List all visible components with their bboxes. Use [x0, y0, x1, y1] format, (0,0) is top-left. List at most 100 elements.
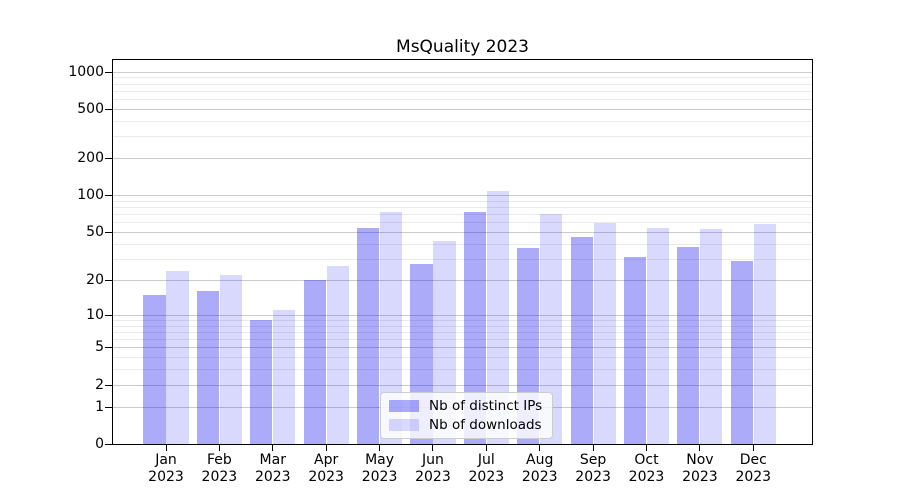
bar-downloads-sep: [593, 222, 616, 444]
x-tick-label-month: Dec: [739, 452, 767, 468]
legend: Nb of distinct IPs Nb of downloads: [380, 392, 554, 439]
y-tick-mark-20: [105, 279, 112, 281]
y-tick-mark-1000: [105, 71, 112, 73]
x-tick-mark-feb: [218, 445, 220, 451]
gridline-minor: [113, 83, 812, 85]
x-tick-label-jun: Jun 2023: [391, 452, 475, 486]
bar-distinct-ips-nov: [677, 246, 700, 444]
bar-distinct-ips-sep: [570, 236, 593, 444]
x-tick-label-month: Feb: [206, 452, 232, 468]
gridline-minor: [113, 222, 812, 224]
gridline-minor: [113, 339, 812, 341]
gridline-minor: [113, 325, 812, 327]
x-tick-label-feb: Feb 2023: [177, 452, 261, 486]
x-tick-mark-sep: [592, 445, 594, 451]
y-tick-label-500: 500: [77, 101, 104, 117]
x-tick-label-year: 2023: [201, 469, 238, 485]
x-tick-mark-nov: [699, 445, 701, 451]
x-tick-label-month: Nov: [686, 452, 714, 468]
x-tick-label-aug: Aug 2023: [498, 452, 582, 486]
x-tick-label-apr: Apr 2023: [284, 452, 368, 486]
bar-distinct-ips-dec: [730, 260, 753, 444]
y-tick-label-5: 5: [95, 339, 104, 356]
bar-downloads-jan: [166, 270, 189, 444]
x-tick-label-month: Jul: [477, 452, 495, 468]
x-tick-label-year: 2023: [468, 469, 505, 485]
y-tick-mark-1: [105, 406, 112, 408]
gridline-major-500: [113, 109, 812, 110]
x-tick-label-month: Mar: [259, 452, 286, 468]
y-tick-label-2: 2: [95, 376, 104, 393]
y-tick-mark-200: [105, 158, 112, 160]
bar-distinct-ips-jul: [463, 212, 486, 444]
x-tick-mark-mar: [272, 445, 274, 451]
gridline-major-50: [113, 232, 812, 234]
bar-downloads-jul: [486, 191, 509, 444]
gridline-major-2: [113, 384, 812, 386]
legend-item-downloads: Nb of downloads: [389, 418, 542, 432]
y-tick-label-1000: 1000: [68, 63, 104, 80]
x-tick-label-jul: Jul 2023: [444, 452, 528, 486]
gridline-major-100: [113, 195, 812, 197]
plot-area: [112, 59, 813, 445]
x-tick-label-year: 2023: [254, 469, 291, 485]
gridline-minor: [113, 258, 812, 260]
x-tick-mark-may: [379, 445, 381, 451]
bar-downloads-oct: [646, 228, 670, 444]
x-tick-mark-jan: [165, 445, 167, 451]
x-tick-mark-apr: [325, 445, 327, 451]
bar-downloads-mar: [273, 310, 296, 444]
y-tick-label-1: 1: [95, 398, 104, 415]
legend-swatch-downloads: [389, 419, 419, 431]
legend-swatch-distinct-ips: [389, 400, 419, 412]
x-tick-label-year: 2023: [682, 469, 718, 485]
gridline-major-10: [113, 314, 812, 316]
x-tick-label-may: May 2023: [338, 452, 422, 486]
x-tick-label-month: May: [365, 452, 395, 468]
y-tick-mark-2: [105, 384, 112, 386]
x-tick-label-year: 2023: [308, 469, 344, 485]
x-tick-label-month: Jan: [155, 452, 177, 468]
legend-item-distinct-ips: Nb of distinct IPs: [389, 399, 542, 413]
y-tick-mark-100: [105, 195, 112, 197]
gridline-minor: [113, 136, 812, 138]
bar-downloads-may: [379, 212, 403, 444]
x-tick-label-year: 2023: [521, 469, 558, 485]
y-tick-label-50: 50: [86, 224, 104, 241]
y-tick-mark-50: [105, 232, 112, 234]
y-tick-label-100: 100: [77, 187, 104, 204]
x-tick-mark-aug: [539, 445, 541, 451]
legend-label-distinct-ips: Nb of distinct IPs: [429, 398, 543, 414]
bar-distinct-ips-jan: [143, 294, 166, 444]
bar-downloads-nov: [700, 229, 723, 444]
gridline-minor: [113, 357, 812, 359]
chart-title: MsQuality 2023: [396, 37, 529, 57]
x-tick-label-month: Sep: [579, 452, 607, 468]
gridline-major-1000: [113, 71, 812, 73]
gridline-minor: [113, 90, 812, 92]
gridline-major-200: [113, 158, 812, 160]
x-tick-label-month: Apr: [314, 452, 339, 468]
legend-label-downloads: Nb of downloads: [429, 417, 542, 433]
gridline-minor: [113, 369, 812, 371]
bar-downloads-feb: [219, 275, 242, 444]
x-tick-mark-jul: [485, 445, 487, 451]
gridline-minor: [113, 214, 812, 216]
x-tick-label-year: 2023: [148, 469, 184, 485]
y-tick-mark-0: [105, 444, 112, 445]
gridline-minor: [113, 77, 812, 79]
y-tick-label-20: 20: [86, 271, 104, 288]
x-tick-mark-jun: [432, 445, 434, 451]
bar-distinct-ips-feb: [196, 291, 219, 444]
x-tick-label-nov: Nov 2023: [658, 452, 742, 486]
y-tick-label-200: 200: [77, 150, 104, 167]
gridline-minor: [113, 331, 812, 333]
gridline-minor: [113, 319, 812, 321]
x-tick-label-month: Oct: [634, 452, 659, 468]
gridline-minor: [113, 243, 812, 245]
bar-distinct-ips-mar: [250, 319, 273, 444]
x-tick-label-dec: Dec 2023: [711, 452, 795, 486]
y-tick-mark-500: [105, 109, 112, 110]
x-tick-label-oct: Oct 2023: [605, 452, 689, 486]
